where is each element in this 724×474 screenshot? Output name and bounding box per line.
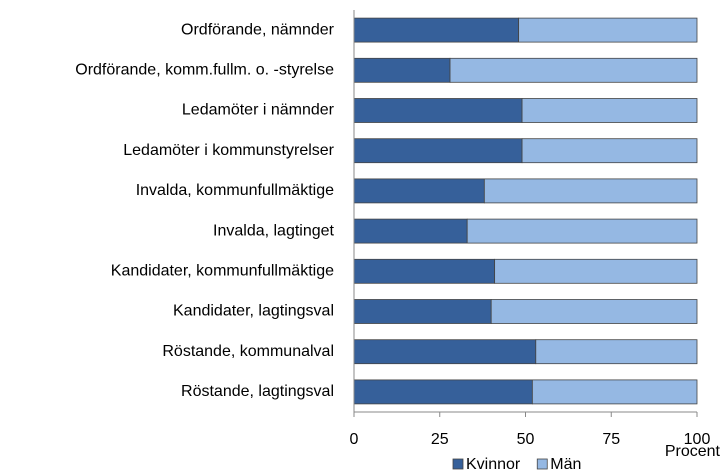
bar-segment <box>518 17 698 43</box>
x-axis-label: Procent <box>665 443 721 460</box>
bar-segment <box>353 178 485 204</box>
bar-segment <box>483 178 698 204</box>
bar-segment <box>521 138 698 164</box>
x-tick-label: 75 <box>602 431 620 448</box>
bar-segment <box>521 98 698 123</box>
y-tick-label: Kandidater, kommunfullmäktige <box>111 263 334 280</box>
legend-label: Kvinnor <box>466 456 521 473</box>
bar-segment <box>353 138 523 164</box>
y-tick-label: Ledamöter i nämnder <box>182 102 335 119</box>
bar-segment <box>353 339 537 365</box>
y-tick-label: Röstande, lagtingsval <box>181 383 334 400</box>
y-tick-label: Röstande, kommunalval <box>162 343 334 360</box>
bar-segment <box>353 17 520 43</box>
bar-segment <box>531 379 698 405</box>
x-tick-label: 100 <box>684 431 711 448</box>
y-tick-label: Invalda, lagtinget <box>213 222 335 239</box>
legend-label: Män <box>550 456 581 473</box>
y-tick-label: Invalda, kommunfullmäktige <box>136 182 334 199</box>
y-tick-label: Ordförande, nämnder <box>181 21 335 38</box>
bar-segment <box>490 299 698 324</box>
bar-segment <box>535 339 698 365</box>
x-tick-label: 50 <box>517 431 535 448</box>
y-tick-label: Ledamöter i kommunstyrelser <box>123 142 334 159</box>
bar-segment <box>353 98 523 123</box>
legend-swatch <box>452 458 464 470</box>
legend-swatch <box>536 458 548 470</box>
y-tick-label: Ordförande, komm.fullm. o. -styrelse <box>75 62 334 79</box>
bar-segment <box>466 218 698 244</box>
bar-segment <box>494 258 698 284</box>
y-tick-label: Kandidater, lagtingsval <box>173 303 334 320</box>
x-tick-label: 25 <box>431 431 449 448</box>
bar-segment <box>353 299 492 324</box>
bar-segment <box>353 218 468 244</box>
x-tick-label: 0 <box>350 431 359 448</box>
bar-segment <box>353 258 496 284</box>
bar-segment <box>353 57 451 83</box>
bar-segment <box>449 57 698 83</box>
bar-segment <box>353 379 533 405</box>
